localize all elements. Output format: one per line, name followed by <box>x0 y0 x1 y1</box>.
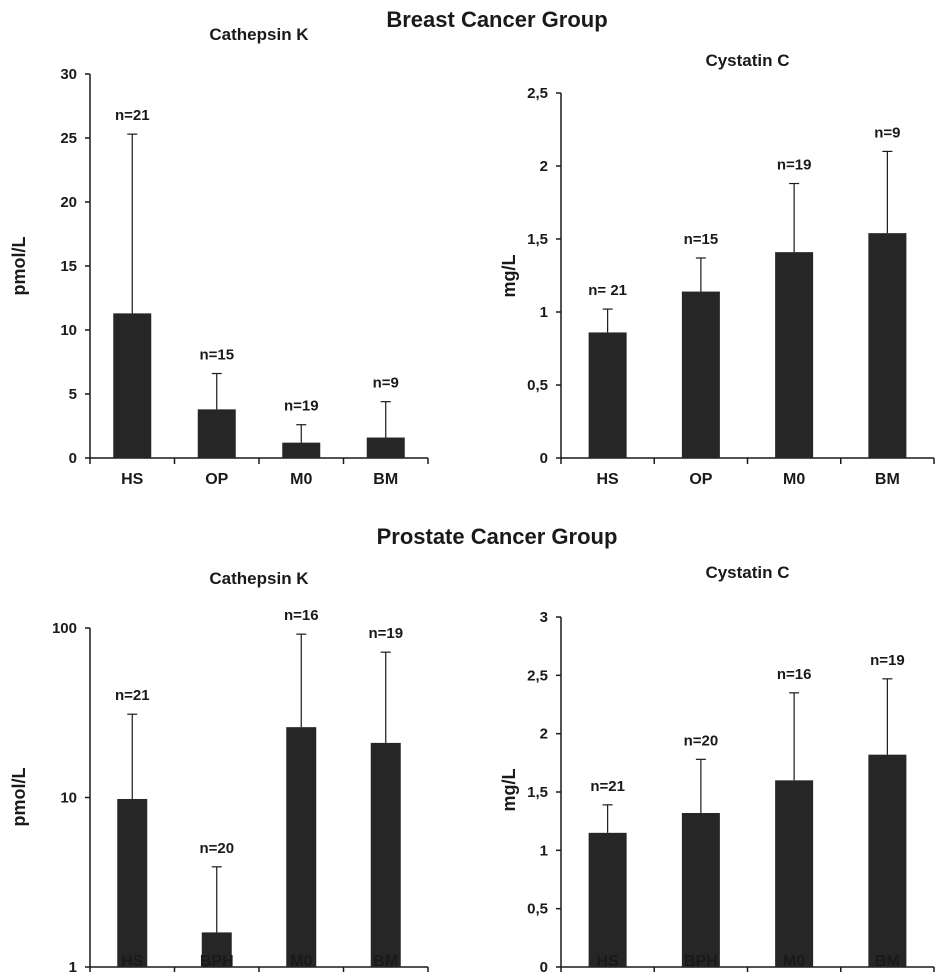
chart-1-category-label: M0 <box>290 471 312 488</box>
chart-4-bar-bm <box>868 754 907 967</box>
chart-4-n-label: n=16 <box>777 666 812 683</box>
chart-4-ytick-label: 2 <box>540 726 548 743</box>
chart-2-n-label: n=9 <box>874 124 900 141</box>
chart-2-n-label: n= 21 <box>588 282 627 299</box>
chart-2-n-label: n=15 <box>684 231 719 248</box>
chart-2-ytick-label: 1 <box>540 304 548 321</box>
chart-3-ytick-label: 100 <box>52 620 77 637</box>
chart-3-category-label: BM <box>373 953 398 970</box>
chart-4-n-label: n=21 <box>590 778 625 795</box>
chart-2-ytick-label: 1,5 <box>527 231 548 248</box>
chart-1-ytick-label: 30 <box>60 66 77 83</box>
chart-1-ytick-label: 5 <box>69 386 77 403</box>
chart-4-ytick-label: 2,5 <box>527 667 548 684</box>
chart-1-category-label: BM <box>373 471 398 488</box>
chart-3-n-label: n=16 <box>284 607 319 624</box>
chart-1-ytick-label: 10 <box>60 322 77 339</box>
chart-3-ylabel: pmol/L <box>9 768 29 827</box>
chart-4-ytick-label: 0,5 <box>527 901 548 918</box>
chart-4-title: Cystatin C <box>705 563 789 582</box>
chart-3-bar-m0 <box>286 727 317 967</box>
chart-4-category-label: HS <box>597 953 620 970</box>
chart-1-ylabel: pmol/L <box>9 237 29 296</box>
chart-3-bar-bm <box>370 742 401 967</box>
chart-3-ytick-label: 10 <box>60 790 77 807</box>
chart-4-category-label: BPH <box>684 953 718 970</box>
chart-1-bar-bm <box>366 437 405 458</box>
chart-4-n-label: n=19 <box>870 652 905 669</box>
chart-4-ytick-label: 1 <box>540 842 548 859</box>
chart-3-n-label: n=19 <box>368 625 403 642</box>
chart-1-ytick-label: 25 <box>60 130 77 147</box>
chart-4-category-label: BM <box>875 953 900 970</box>
chart-4-bar-hs <box>588 832 627 967</box>
chart-1-bar-op <box>197 409 236 458</box>
chart-2-ytick-label: 0,5 <box>527 377 548 394</box>
chart-3-ytick-label: 1 <box>69 959 77 972</box>
chart-2-ytick-label: 2 <box>540 158 548 175</box>
chart-4-bar-m0 <box>775 780 814 967</box>
chart-4-category-label: M0 <box>783 953 805 970</box>
chart-4-ytick-label: 3 <box>540 609 548 626</box>
chart-2-bar-bm <box>868 233 907 458</box>
chart-2-bar-op <box>681 291 720 458</box>
chart-3-category-label: BPH <box>200 953 234 970</box>
chart-4-n-label: n=20 <box>684 732 719 749</box>
chart-1-n-label: n=9 <box>373 375 399 392</box>
chart-3-category-label: HS <box>121 953 144 970</box>
chart-1-title: Cathepsin K <box>209 25 309 44</box>
chart-2-category-label: BM <box>875 471 900 488</box>
chart-2-ytick-label: 0 <box>540 450 548 467</box>
chart-4-ytick-label: 0 <box>540 959 548 972</box>
chart-1-ytick-label: 15 <box>60 258 77 275</box>
chart-1-category-label: HS <box>121 471 144 488</box>
chart-2-ylabel: mg/L <box>499 254 519 297</box>
chart-3-bar-bph <box>201 932 232 967</box>
chart-3-title: Cathepsin K <box>209 569 309 588</box>
breast-group-title: Breast Cancer Group <box>386 7 607 32</box>
chart-2-bar-hs <box>588 332 627 458</box>
chart-2-title: Cystatin C <box>705 51 789 70</box>
chart-2-category-label: OP <box>689 471 712 488</box>
chart-1-bar-m0 <box>282 442 321 458</box>
chart-1-bar-hs <box>113 313 152 458</box>
chart-2-category-label: M0 <box>783 471 805 488</box>
chart-3-n-label: n=20 <box>199 840 234 857</box>
chart-3-bar-hs <box>117 798 148 967</box>
chart-1-n-label: n=19 <box>284 398 319 415</box>
charts-layer: Cathepsin Kpmol/L051015202530n=21HSn=15O… <box>9 25 935 972</box>
chart-4-ylabel: mg/L <box>499 768 519 811</box>
chart-3-n-label: n=21 <box>115 687 150 704</box>
chart-2-n-label: n=19 <box>777 157 812 174</box>
chart-1-ytick-label: 20 <box>60 194 77 211</box>
chart-3-category-label: M0 <box>290 953 312 970</box>
chart-2-bar-m0 <box>775 252 814 458</box>
chart-4-bar-bph <box>681 813 720 967</box>
chart-1-n-label: n=15 <box>199 347 234 364</box>
chart-4-ytick-label: 1,5 <box>527 784 548 801</box>
chart-1-n-label: n=21 <box>115 107 150 124</box>
chart-1-ytick-label: 0 <box>69 450 77 467</box>
chart-2-category-label: HS <box>597 471 620 488</box>
chart-2-ytick-label: 2,5 <box>527 85 548 102</box>
prostate-group-title: Prostate Cancer Group <box>377 524 618 549</box>
chart-1-category-label: OP <box>205 471 228 488</box>
